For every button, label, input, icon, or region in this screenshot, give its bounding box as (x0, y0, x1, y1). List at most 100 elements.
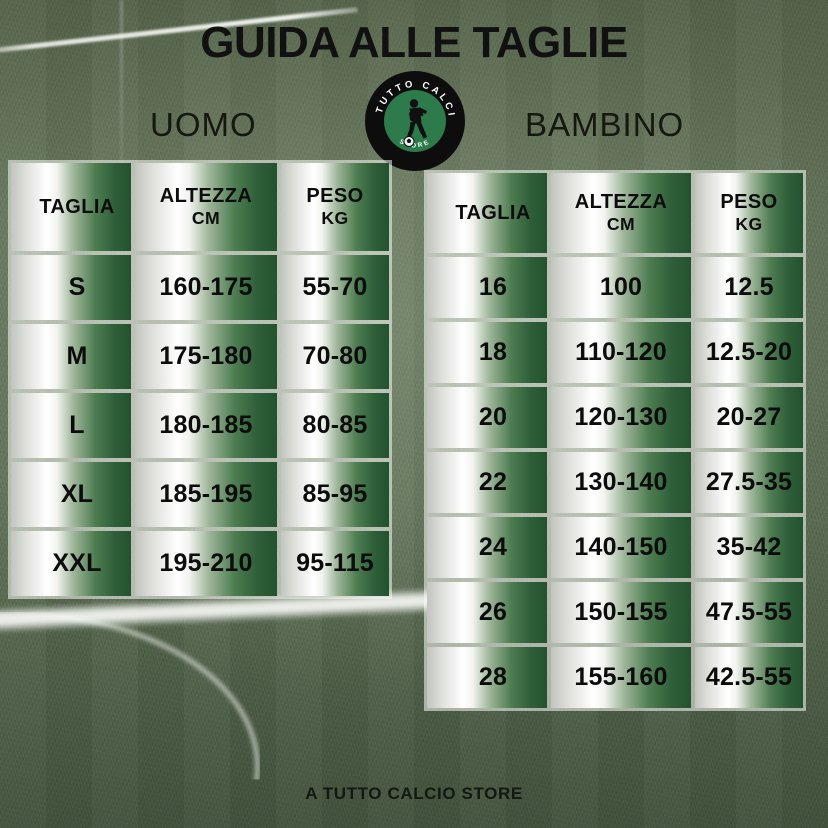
value-weight: 70-80 (302, 342, 368, 371)
value-size: XL (60, 480, 94, 509)
cell-height: 100 (551, 257, 691, 318)
table-row: 20 120-130 20-27 (427, 387, 803, 448)
cell-weight: 47.5-55 (695, 582, 803, 643)
cell-size: S (11, 255, 131, 320)
value-weight: 12.5-20 (705, 338, 793, 367)
value-size: 18 (478, 338, 508, 367)
cell-height: 195-210 (135, 531, 277, 596)
header-weight-label: PESO (306, 185, 364, 208)
header-size-label: TAGLIA (39, 195, 115, 218)
value-weight: 47.5-55 (705, 598, 793, 627)
value-size: 26 (478, 598, 508, 627)
value-height: 175-180 (159, 342, 253, 371)
value-weight: 35-42 (716, 533, 782, 562)
cell-size: XL (11, 462, 131, 527)
header-weight-unit: KG (735, 214, 763, 235)
value-size: S (68, 273, 86, 302)
value-size: 16 (478, 273, 508, 302)
cell-height: 180-185 (135, 393, 277, 458)
value-height: 195-210 (159, 549, 253, 578)
value-height: 185-195 (159, 480, 253, 509)
cell-size: 18 (427, 322, 547, 383)
men-size-table: TAGLIA ALTEZZA CM PESO KG S 160-175 55-7… (8, 160, 392, 599)
value-height: 150-155 (574, 598, 668, 627)
value-weight: 42.5-55 (705, 663, 793, 692)
header-cell-height: ALTEZZA CM (551, 173, 691, 253)
value-weight: 80-85 (302, 411, 368, 440)
header-weight-unit: KG (321, 208, 349, 229)
header-weight-label: PESO (720, 191, 778, 214)
table-row: 18 110-120 12.5-20 (427, 322, 803, 383)
cell-height: 130-140 (551, 452, 691, 513)
cell-weight: 95-115 (281, 531, 389, 596)
table-row: S 160-175 55-70 (11, 255, 389, 320)
cell-weight: 70-80 (281, 324, 389, 389)
value-height: 100 (599, 273, 643, 302)
cell-weight: 35-42 (695, 517, 803, 578)
table-row: 22 130-140 27.5-35 (427, 452, 803, 513)
pitch-mow-stripe (120, 0, 123, 190)
value-weight: 20-27 (716, 403, 782, 432)
table-row: 24 140-150 35-42 (427, 517, 803, 578)
table-row: M 175-180 70-80 (11, 324, 389, 389)
value-weight: 85-95 (302, 480, 368, 509)
cell-height: 160-175 (135, 255, 277, 320)
cell-size: 20 (427, 387, 547, 448)
table-header-row: TAGLIA ALTEZZA CM PESO KG (427, 173, 803, 253)
cell-size: L (11, 393, 131, 458)
footer-brand-text: A TUTTO CALCIO STORE (305, 784, 523, 803)
table-row: 16 100 12.5 (427, 257, 803, 318)
header-height-unit: CM (191, 208, 221, 229)
table-row: L 180-185 80-85 (11, 393, 389, 458)
brand-logo: A TUTTO CALCIO STORE (364, 70, 466, 172)
cell-height: 110-120 (551, 322, 691, 383)
page-title: GUIDA ALLE TAGLIE (200, 18, 628, 67)
value-size: 24 (478, 533, 508, 562)
value-height: 140-150 (574, 533, 668, 562)
cell-height: 120-130 (551, 387, 691, 448)
cell-weight: 80-85 (281, 393, 389, 458)
cell-height: 155-160 (551, 647, 691, 708)
table-row: XXL 195-210 95-115 (11, 531, 389, 596)
value-size: 22 (478, 468, 508, 497)
kids-size-table: TAGLIA ALTEZZA CM PESO KG 16 100 12.5 (424, 170, 806, 711)
value-weight: 55-70 (302, 273, 368, 302)
value-height: 155-160 (574, 663, 668, 692)
cell-weight: 20-27 (695, 387, 803, 448)
header-height-unit: CM (606, 214, 636, 235)
value-height: 180-185 (159, 411, 253, 440)
header-height-label: ALTEZZA (574, 191, 668, 214)
cell-size: XXL (11, 531, 131, 596)
value-weight: 12.5 (724, 273, 774, 302)
header-cell-weight: PESO KG (281, 163, 389, 251)
table-header-row: TAGLIA ALTEZZA CM PESO KG (11, 163, 389, 251)
header-height-label: ALTEZZA (159, 185, 253, 208)
table-row: 28 155-160 42.5-55 (427, 647, 803, 708)
header-cell-height: ALTEZZA CM (135, 163, 277, 251)
value-size: 20 (478, 403, 508, 432)
header-cell-size: TAGLIA (427, 173, 547, 253)
value-size: 28 (478, 663, 508, 692)
table-row: 26 150-155 47.5-55 (427, 582, 803, 643)
cell-size: 28 (427, 647, 547, 708)
cell-size: M (11, 324, 131, 389)
value-height: 120-130 (574, 403, 668, 432)
soccer-ball-icon (403, 136, 415, 147)
value-size: L (69, 411, 85, 440)
header-cell-size: TAGLIA (11, 163, 131, 251)
value-height: 130-140 (574, 468, 668, 497)
cell-height: 140-150 (551, 517, 691, 578)
cell-size: 24 (427, 517, 547, 578)
value-height: 110-120 (575, 338, 667, 367)
cell-weight: 27.5-35 (695, 452, 803, 513)
cell-weight: 12.5 (695, 257, 803, 318)
value-weight: 95-115 (296, 549, 374, 578)
value-weight: 27.5-35 (705, 468, 793, 497)
cell-size: 22 (427, 452, 547, 513)
cell-height: 175-180 (135, 324, 277, 389)
section-label-men: UOMO (150, 106, 257, 143)
header-size-label: TAGLIA (455, 201, 531, 224)
cell-size: 16 (427, 257, 547, 318)
cell-weight: 55-70 (281, 255, 389, 320)
value-size: XXL (52, 549, 102, 578)
